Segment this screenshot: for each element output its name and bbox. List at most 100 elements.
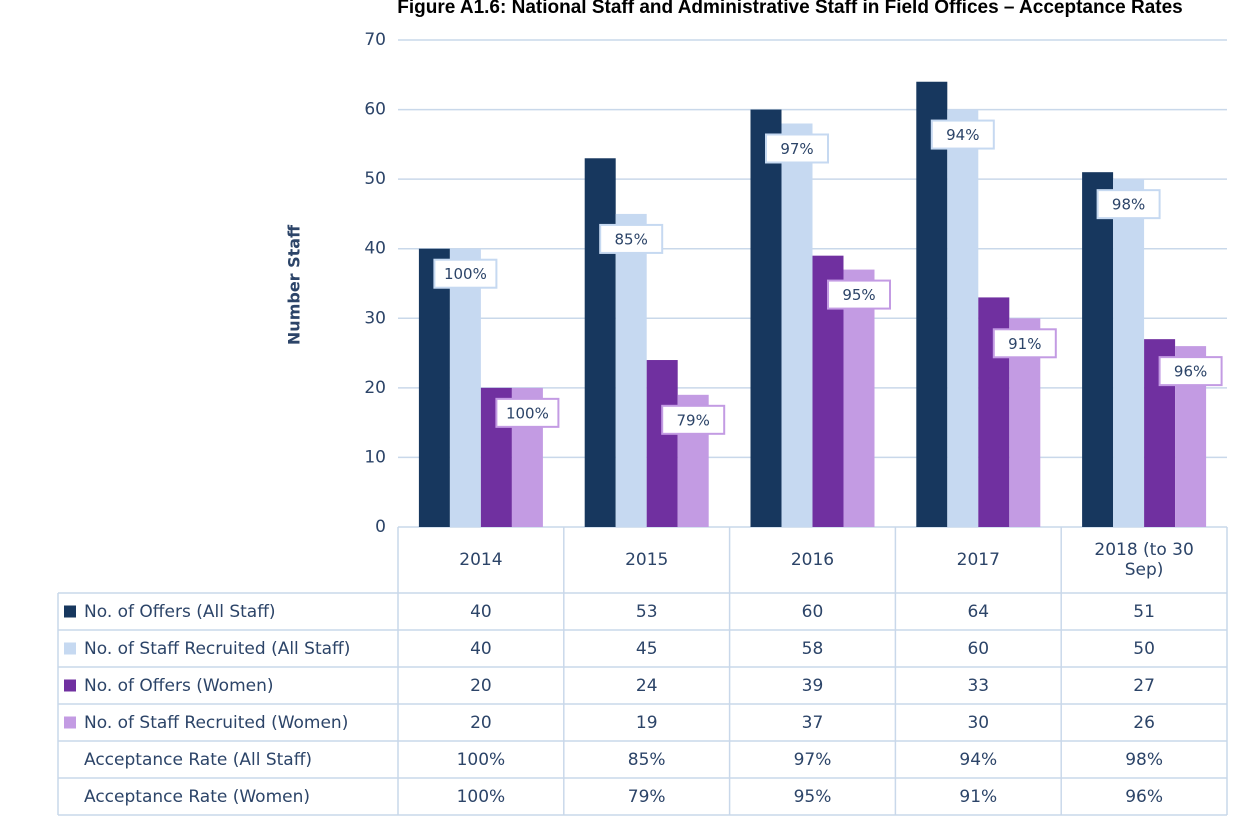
table-value: 60	[730, 593, 896, 630]
data-label-box	[1096, 189, 1161, 220]
table-value-text: 26	[1133, 712, 1155, 733]
table-value-text: 30	[967, 712, 990, 733]
bar	[947, 109, 979, 528]
table-value: 64	[895, 593, 1061, 630]
y-tick-label: 30	[364, 308, 386, 328]
bar	[781, 123, 813, 527]
bar	[418, 248, 450, 527]
bar	[750, 109, 782, 528]
table-value-text: 37	[801, 712, 824, 733]
row-label-text: Acceptance Rate (Women)	[84, 786, 310, 807]
data-label: 96%	[1174, 363, 1207, 381]
data-label-box	[765, 133, 829, 164]
bar	[843, 269, 875, 527]
y-tick-label: 20	[364, 378, 386, 398]
legend-marker	[64, 679, 76, 692]
table-value-text: 33	[967, 675, 990, 696]
table-value-text: 20	[470, 675, 492, 696]
bar	[1113, 179, 1145, 527]
table-value: 98%	[1061, 741, 1227, 778]
table-value-text: 96%	[1125, 786, 1163, 807]
data-label-box	[599, 223, 664, 254]
table-value: 97%	[730, 741, 896, 778]
data-label: 95%	[842, 286, 875, 304]
table-value-text: 97%	[793, 749, 832, 770]
table-value: 79%	[564, 778, 730, 815]
table-value: 19	[564, 704, 730, 741]
table-value: 40	[398, 593, 564, 630]
y-axis-label: Number Staff	[285, 224, 304, 345]
data-label: 100%	[444, 265, 487, 283]
x-tick-label: 2018 (to 30 Sep)	[1061, 527, 1227, 593]
table-value: 100%	[398, 741, 564, 778]
table-value: 100%	[398, 778, 564, 815]
y-tick-label: 40	[364, 239, 386, 259]
data-label-box	[433, 258, 498, 289]
bar	[646, 360, 678, 527]
legend-entry: No. of Staff Recruited (All Staff)	[58, 630, 398, 667]
data-label: 97%	[780, 140, 813, 158]
table-value-text: 50	[1133, 638, 1155, 659]
table-value-text: 60	[967, 638, 990, 659]
legend-entry-text: No. of Staff Recruited (All Staff)	[84, 638, 351, 659]
data-label: 79%	[677, 411, 710, 429]
table-value: 30	[895, 704, 1061, 741]
x-tick-label: 2017	[895, 527, 1061, 593]
legend-marker	[64, 716, 76, 729]
table-value-text: 79%	[627, 786, 666, 807]
y-tick-label: 10	[364, 447, 386, 467]
table-value-text: 95%	[793, 786, 832, 807]
legend-entry-text: No. of Offers (All Staff)	[84, 601, 276, 622]
data-label-box	[661, 404, 726, 435]
legend-entry: No. of Staff Recruited (Women)	[58, 704, 398, 741]
row-label-text: Acceptance Rate (All Staff)	[84, 749, 313, 770]
table-value-text: 100%	[456, 786, 506, 807]
data-label: 98%	[1112, 196, 1145, 214]
bar	[584, 158, 616, 527]
y-tick-label: 70	[364, 30, 386, 50]
bar	[916, 81, 948, 527]
table-value-text: 91%	[959, 786, 998, 807]
legend-marker	[64, 642, 76, 655]
table-value-text: 94%	[959, 749, 998, 770]
x-tick-label-text: 2015	[625, 550, 669, 570]
table-value-text: 24	[635, 675, 658, 696]
table-value: 26	[1061, 704, 1227, 741]
table-value: 27	[1061, 667, 1227, 704]
data-label-box	[495, 397, 560, 428]
table-value-text: 85%	[627, 749, 666, 770]
x-tick-label: 2014	[398, 527, 564, 593]
data-label: 94%	[946, 126, 979, 144]
table-value: 45	[564, 630, 730, 667]
table-value-text: 40	[470, 601, 492, 622]
bar	[449, 248, 481, 527]
y-tick-label: 60	[364, 100, 386, 120]
data-label-box	[992, 328, 1057, 359]
table-value: 20	[398, 667, 564, 704]
table-value: 85%	[564, 741, 730, 778]
table-value-text: 53	[635, 601, 658, 622]
table-value: 50	[1061, 630, 1227, 667]
x-tick-label: 2015	[564, 527, 730, 593]
data-label-box	[1158, 356, 1223, 387]
table-value-text: 27	[1133, 675, 1155, 696]
bar	[615, 213, 647, 527]
data-label: 100%	[506, 404, 549, 422]
row-label: Acceptance Rate (Women)	[58, 778, 398, 815]
table-value: 40	[398, 630, 564, 667]
x-tick-label: 2016	[730, 527, 896, 593]
table-value: 51	[1061, 593, 1227, 630]
table-value-text: 60	[801, 601, 824, 622]
legend-entry-text: No. of Staff Recruited (Women)	[84, 712, 349, 733]
table-value: 94%	[895, 741, 1061, 778]
table-value-text: 40	[470, 638, 492, 659]
table-value: 39	[730, 667, 896, 704]
table-value-text: 45	[635, 638, 658, 659]
table-value-text: 20	[470, 712, 492, 733]
data-label: 91%	[1008, 335, 1041, 353]
legend-marker	[64, 605, 76, 618]
table-value-text: 100%	[456, 749, 506, 770]
table-value: 53	[564, 593, 730, 630]
